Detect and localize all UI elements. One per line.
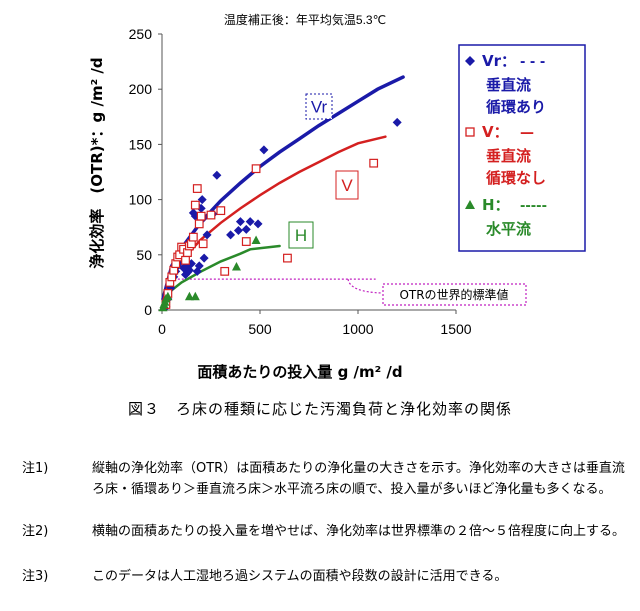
point-v bbox=[241, 237, 251, 246]
curve-label-box-h bbox=[288, 221, 314, 249]
legend-v-line: — bbox=[520, 125, 534, 141]
world-standard-box bbox=[382, 283, 527, 306]
legend-item-v: V： — 垂直流 循環なし bbox=[465, 123, 546, 187]
point-v bbox=[190, 200, 200, 210]
point-v bbox=[196, 211, 206, 221]
point-vr bbox=[235, 217, 245, 227]
legend-h-line: ----- bbox=[520, 199, 547, 214]
y-tick-label: 0 bbox=[144, 302, 152, 318]
point-h bbox=[231, 261, 241, 271]
point-vr bbox=[245, 217, 255, 227]
tick-labels: 0 500 1000 1500 0 50 100 150 200 250 bbox=[129, 26, 472, 337]
point-h bbox=[163, 291, 173, 301]
y-tick-label: 200 bbox=[129, 81, 153, 97]
x-axis-label: 面積あたりの投入量 g /m² /d bbox=[197, 363, 402, 381]
point-v bbox=[192, 184, 202, 193]
point-vr bbox=[212, 170, 222, 180]
x-tick-label: 1500 bbox=[440, 321, 471, 337]
chart: 温度補正後：年平均気温5.3℃ 0 500 1000 1500 0 50 100 150 200… bbox=[88, 12, 586, 381]
point-vr bbox=[392, 117, 402, 127]
point-v bbox=[198, 239, 208, 249]
x-tick-label: 500 bbox=[248, 321, 272, 337]
note-1-text: 縦軸の浄化効率（OTR）は面積あたりの浄化量の大きさを示す。浄化効率の大きさは垂… bbox=[92, 461, 625, 497]
legend-v-label: V： bbox=[482, 123, 509, 141]
x-tick-label: 1000 bbox=[342, 321, 373, 337]
point-v bbox=[194, 219, 204, 229]
y-tick-label: 50 bbox=[136, 247, 152, 263]
figure-caption: 図３ ろ床の種類に応じた汚濁負荷と浄化効率の関係 bbox=[127, 400, 512, 418]
point-vr bbox=[199, 253, 209, 263]
legend: Vr： - - - 垂直流 循環あり V： — 垂直流 循環なし H： ----… bbox=[458, 44, 586, 252]
curve-label-box-vr bbox=[305, 93, 333, 120]
point-vr bbox=[184, 265, 194, 275]
y-tick-label: 100 bbox=[129, 192, 153, 208]
legend-item-vr: Vr： - - - 垂直流 循環あり bbox=[465, 52, 546, 116]
point-v bbox=[216, 206, 226, 216]
curve-label-v: V bbox=[341, 176, 353, 195]
legend-vr-line: - - - bbox=[520, 55, 545, 70]
x-tick-label: 0 bbox=[158, 321, 166, 337]
point-v bbox=[181, 255, 190, 265]
point-h bbox=[251, 235, 261, 244]
chart-title: 温度補正後：年平均気温5.3℃ bbox=[224, 12, 386, 27]
note-2-text: 横軸の面積あたりの投入量を増やせば、浄化効率は世界標準の２倍～５倍程度に向上する… bbox=[92, 524, 626, 539]
point-v bbox=[206, 210, 216, 220]
point-vr bbox=[241, 224, 251, 234]
point-h bbox=[190, 291, 200, 301]
legend-item-h: H： ----- 水平流 bbox=[465, 196, 547, 238]
legend-vr-text-1: 垂直流 bbox=[486, 76, 531, 94]
data-points bbox=[158, 117, 402, 312]
point-vr bbox=[253, 219, 263, 229]
point-vr bbox=[226, 230, 236, 240]
point-v bbox=[369, 158, 379, 168]
point-vr bbox=[194, 261, 204, 271]
legend-box bbox=[458, 44, 586, 252]
axes bbox=[158, 33, 457, 314]
legend-v-marker bbox=[465, 127, 475, 137]
note-1-label: 注1) bbox=[22, 461, 49, 476]
legend-vr-text-2: 循環あり bbox=[486, 98, 546, 116]
point-v bbox=[188, 232, 198, 242]
point-h bbox=[184, 291, 194, 301]
point-vr bbox=[259, 145, 269, 155]
point-vr bbox=[202, 230, 212, 240]
legend-h-label: H： bbox=[482, 196, 510, 214]
y-tick-label: 250 bbox=[129, 26, 153, 42]
note-3-text: このデータは人工湿地ろ過システムの面積や段数の設計に活用できる。 bbox=[92, 569, 508, 584]
legend-v-text-1: 垂直流 bbox=[486, 147, 531, 165]
point-v bbox=[220, 266, 230, 276]
curve-labels: Vr V H bbox=[288, 93, 359, 249]
point-vr bbox=[197, 195, 207, 205]
world-standard-label: OTRの世界的標準値 bbox=[399, 287, 508, 302]
y-axis-label: 浄化効率 (OTR)*：g /m² /d bbox=[88, 57, 106, 268]
y-tick-label: 150 bbox=[129, 136, 153, 152]
curve-label-vr: Vr bbox=[311, 98, 328, 117]
world-standard-leader bbox=[347, 278, 383, 294]
curve-label-box-v bbox=[335, 170, 359, 200]
note-2-label: 注2) bbox=[22, 524, 49, 539]
legend-h-text-1: 水平流 bbox=[486, 220, 531, 238]
legend-v-text-2: 循環なし bbox=[486, 169, 546, 187]
note-3-label: 注3) bbox=[22, 569, 49, 584]
point-v bbox=[251, 164, 261, 174]
point-v bbox=[283, 253, 292, 263]
world-standard: OTRの世界的標準値 bbox=[169, 278, 527, 306]
curve-label-h: H bbox=[295, 226, 307, 245]
legend-vr-label: Vr： bbox=[482, 52, 516, 70]
point-vr bbox=[233, 226, 243, 236]
legend-h-marker bbox=[465, 200, 475, 209]
legend-vr-marker bbox=[465, 56, 475, 66]
